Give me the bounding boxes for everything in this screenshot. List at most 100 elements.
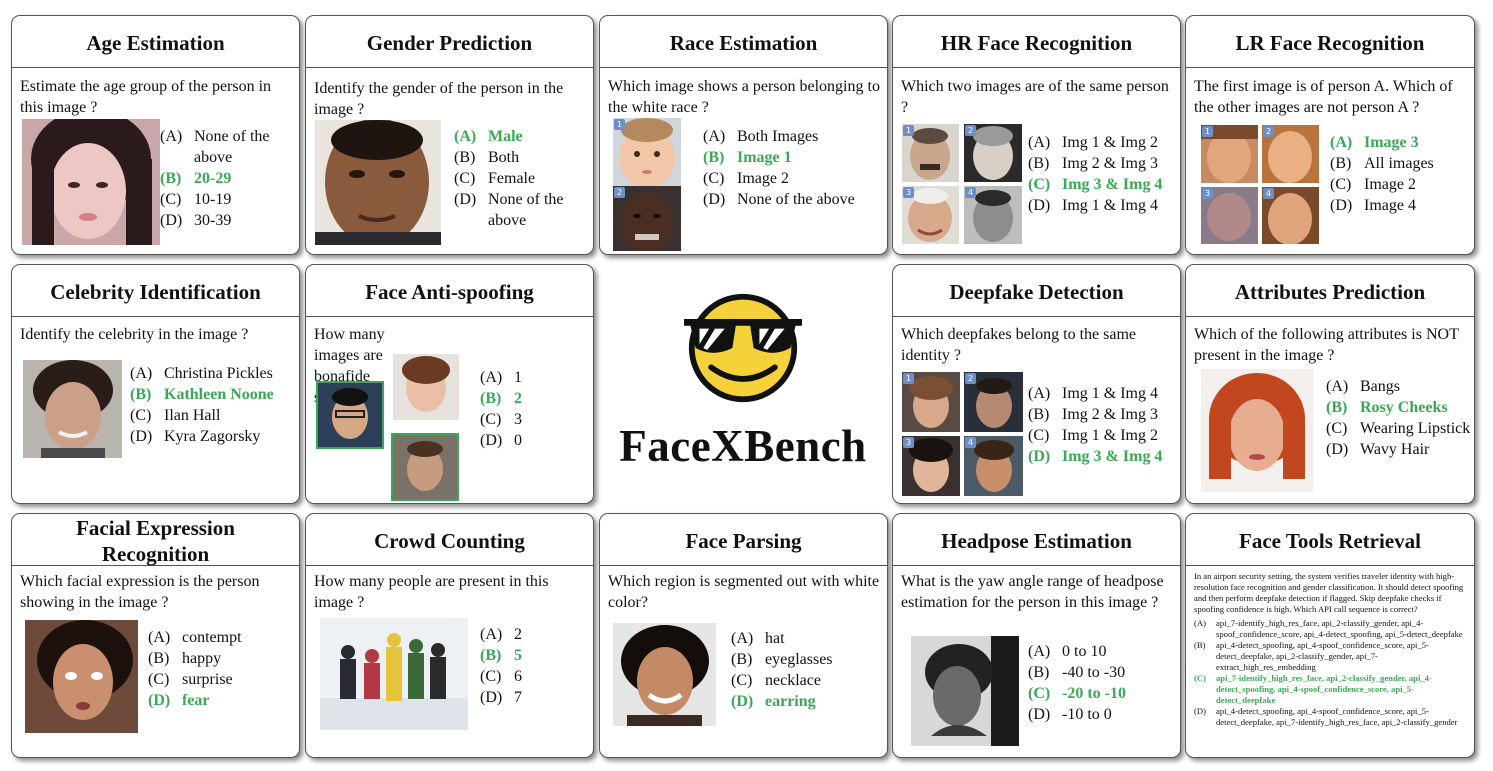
question-text: Which region is segmented out with white… <box>608 573 880 611</box>
face-photo-man <box>315 120 441 245</box>
face-photo-2: 2 <box>964 372 1023 432</box>
option-letter: (C) <box>480 411 502 428</box>
option-item: (A) Both Images <box>703 126 883 147</box>
option-text: 0 to 10 <box>1062 643 1107 660</box>
option-text: hat <box>765 630 785 647</box>
image-badge: 1 <box>1202 126 1213 137</box>
option-letter: (C) <box>1194 673 1206 683</box>
option-text: Kyra Zagorsky <box>164 428 261 445</box>
option-item: (A) hat <box>731 628 883 649</box>
option-correct: (C) Img 3 & Img 4 <box>1028 174 1178 195</box>
option-text: Img 1 & Img 2 <box>1062 134 1158 151</box>
option-text: Img 1 & Img 4 <box>1062 197 1158 214</box>
option-item: (C) 10-19 <box>160 189 294 210</box>
option-letter: (D) <box>130 428 153 445</box>
option-letter: (D) <box>1326 441 1349 458</box>
question-text: Which facial expression is the person sh… <box>20 573 260 611</box>
option-letter: (A) <box>1326 378 1349 395</box>
question-text: The first image is of person A. Which of… <box>1194 78 1453 116</box>
option-text: -40 to -30 <box>1062 664 1126 681</box>
options-list: (A) api_7-identify_high_res_face, api_2-c… <box>1194 618 1468 728</box>
option-letter: (A) <box>1028 385 1051 402</box>
crowd-photo-snow <box>320 618 468 730</box>
option-text: api_7-identify_high_res_face, api_2-clas… <box>1216 618 1463 639</box>
option-item: (B) api_4-detect_spoofing, api_4-spoof_co… <box>1194 640 1468 673</box>
option-text: Female <box>488 170 536 187</box>
option-letter: (B) <box>130 386 152 403</box>
option-letter: (C) <box>148 671 170 688</box>
option-item: (B) happy <box>148 648 298 669</box>
option-text: Both Images <box>737 128 819 145</box>
option-text: Img 1 & Img 4 <box>1062 385 1158 402</box>
card-title: Face Tools Retrieval <box>1186 514 1474 566</box>
option-item: (A) Img 1 & Img 4 <box>1028 383 1178 404</box>
option-letter: (B) <box>1330 155 1352 172</box>
image-badge: 2 <box>965 125 976 136</box>
option-letter: (D) <box>703 191 726 208</box>
option-text: 5 <box>514 647 522 664</box>
option-item: (C) surprise <box>148 669 298 690</box>
option-text: 7 <box>514 689 522 706</box>
option-item: (C) necklace <box>731 670 883 691</box>
card-lr-face-recognition: LR Face Recognition The first image is o… <box>1185 15 1475 255</box>
option-item: (D) Kyra Zagorsky <box>130 426 298 447</box>
image-badge: 2 <box>1263 126 1274 137</box>
face-photo-3: 3 <box>902 436 960 496</box>
option-text: None of the above <box>194 128 270 166</box>
card-title: Headpose Estimation <box>893 514 1180 566</box>
option-item: (D) 0 <box>480 430 590 451</box>
options-list: (A) 2 (B) 5 (C) 6 (D) 7 <box>480 624 590 708</box>
card-title: Crowd Counting <box>306 514 593 566</box>
option-correct: (B) 5 <box>480 645 590 666</box>
card-hr-face-recognition: HR Face Recognition Which two images are… <box>892 15 1181 255</box>
face-photo-bonafide-1 <box>316 381 384 449</box>
option-letter: (D) <box>480 432 503 449</box>
brand-title: FaceXBench <box>619 421 867 471</box>
option-text: Male <box>488 128 523 145</box>
option-letter: (D) <box>160 212 183 229</box>
option-text: contempt <box>182 629 242 646</box>
option-item: (A) Bangs <box>1326 376 1472 397</box>
option-text: Img 2 & Img 3 <box>1062 406 1158 423</box>
option-letter: (A) <box>1330 134 1353 151</box>
option-text: Christina Pickles <box>164 365 273 382</box>
question-text: Which image shows a person belonging to … <box>608 78 880 116</box>
card-deepfake-detection: Deepfake Detection Which deepfakes belon… <box>892 264 1181 504</box>
option-text: api_7-identify_high_res_face, api_2-clas… <box>1216 673 1432 705</box>
option-correct: (B) Kathleen Noone <box>130 384 298 405</box>
option-letter: (D) <box>731 693 754 710</box>
image-badge: 1 <box>903 125 914 136</box>
option-text: Kathleen Noone <box>164 386 274 403</box>
option-text: 3 <box>514 411 522 428</box>
face-photo-2: 2 <box>964 124 1022 182</box>
option-item: (A) None of the above <box>160 126 294 168</box>
options-list: (A) Both Images (B) Image 1 (C) Image 2 (D) Non… <box>703 126 883 210</box>
option-text: 30-39 <box>194 212 232 229</box>
question-text: Which deepfakes belong to the same ident… <box>901 326 1137 364</box>
option-letter: (C) <box>1330 176 1352 193</box>
option-correct: (B) 2 <box>480 388 590 409</box>
option-text: Img 1 & Img 2 <box>1062 427 1158 444</box>
face-photo-1: 1 <box>902 372 960 432</box>
face-photo-4: 4 <box>964 436 1023 496</box>
option-letter: (A) <box>1194 618 1206 628</box>
option-item: (B) Img 2 & Img 3 <box>1028 153 1178 174</box>
options-list: (A) Christina Pickles (B) Kathleen Noone (C)… <box>130 363 298 447</box>
card-face-tools-retrieval: Face Tools Retrieval In an airport secur… <box>1185 513 1475 758</box>
card-title: Face Anti-spoofing <box>306 265 593 317</box>
option-text: Image 3 <box>1364 134 1419 151</box>
option-correct: (B) 20-29 <box>160 168 294 189</box>
card-race-estimation: Race Estimation Which image shows a pers… <box>599 15 888 255</box>
question-text: In an airport security setting, the syst… <box>1194 571 1464 614</box>
option-text: happy <box>182 650 222 667</box>
option-text: 10-19 <box>194 191 232 208</box>
option-correct: (B) Rosy Cheeks <box>1326 397 1472 418</box>
option-letter: (A) <box>480 626 503 643</box>
face-photo-older-man: 2 <box>613 186 681 251</box>
option-letter: (B) <box>1028 664 1050 681</box>
card-title: Age Estimation <box>12 16 299 68</box>
card-face-anti-spoofing: Face Anti-spoofing How many images are b… <box>305 264 594 504</box>
face-photo-3: 3 <box>902 186 959 244</box>
option-item: (B) Img 2 & Img 3 <box>1028 404 1178 425</box>
option-letter: (A) <box>130 365 153 382</box>
